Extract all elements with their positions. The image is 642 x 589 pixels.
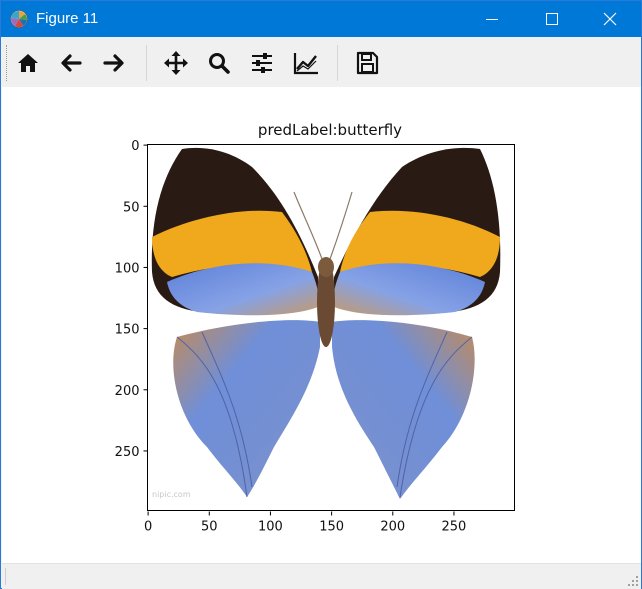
line-chart-icon (293, 53, 318, 75)
figure-svg: predLabel:butterfly (115, 121, 515, 535)
x-tick-label: 250 (442, 520, 467, 535)
pan-button[interactable] (162, 49, 190, 77)
resize-grip-icon[interactable] (628, 576, 638, 586)
forward-button[interactable] (100, 49, 128, 77)
image-watermark: nipic.com (152, 490, 191, 499)
maximize-button[interactable] (529, 1, 575, 37)
y-tick-label: 0 (131, 139, 139, 154)
home-button[interactable] (14, 49, 42, 77)
toolbar-grip[interactable] (6, 45, 9, 81)
arrow-right-icon (103, 54, 124, 72)
home-icon (18, 54, 38, 72)
close-icon (603, 12, 617, 26)
y-tick-label: 200 (115, 384, 140, 399)
x-tick-label: 150 (319, 520, 344, 535)
figure-title: predLabel:butterfly (258, 121, 402, 139)
x-axis: 0 50 100 150 200 250 (144, 511, 467, 535)
title-bar[interactable]: Figure 11 (1, 1, 641, 37)
window-title: Figure 11 (36, 10, 99, 27)
arrow-left-icon (61, 54, 82, 72)
subplots-button[interactable] (248, 49, 276, 77)
minimize-icon (486, 19, 498, 20)
x-tick-label: 100 (258, 520, 283, 535)
move-icon (164, 51, 188, 75)
close-button[interactable] (587, 1, 633, 37)
magnifier-icon (209, 53, 230, 74)
maximize-icon (546, 13, 558, 25)
butterfly-image: nipic.com (147, 144, 514, 510)
y-tick-label: 50 (123, 200, 140, 215)
x-tick-label: 0 (144, 520, 152, 535)
y-tick-label: 250 (115, 445, 140, 460)
customize-button[interactable] (292, 49, 320, 77)
y-axis: 0 50 100 150 200 250 (115, 139, 148, 460)
toolbar-separator (337, 45, 338, 81)
toolbar-separator (146, 45, 147, 81)
sliders-icon (252, 53, 272, 73)
y-tick-label: 100 (115, 261, 140, 276)
status-divider (5, 568, 6, 585)
axes-frame (147, 144, 515, 511)
x-tick-label: 50 (201, 520, 218, 535)
matplotlib-icon (10, 10, 28, 28)
zoom-button[interactable] (205, 49, 233, 77)
x-tick-label: 200 (380, 520, 405, 535)
minimize-button[interactable] (469, 1, 515, 37)
back-button[interactable] (57, 49, 85, 77)
save-button[interactable] (353, 49, 381, 77)
navigation-toolbar (1, 37, 641, 87)
y-tick-label: 150 (115, 323, 140, 338)
floppy-disk-icon (356, 51, 379, 75)
status-bar (2, 563, 641, 589)
figure-canvas[interactable]: predLabel:butterfly (2, 87, 641, 563)
